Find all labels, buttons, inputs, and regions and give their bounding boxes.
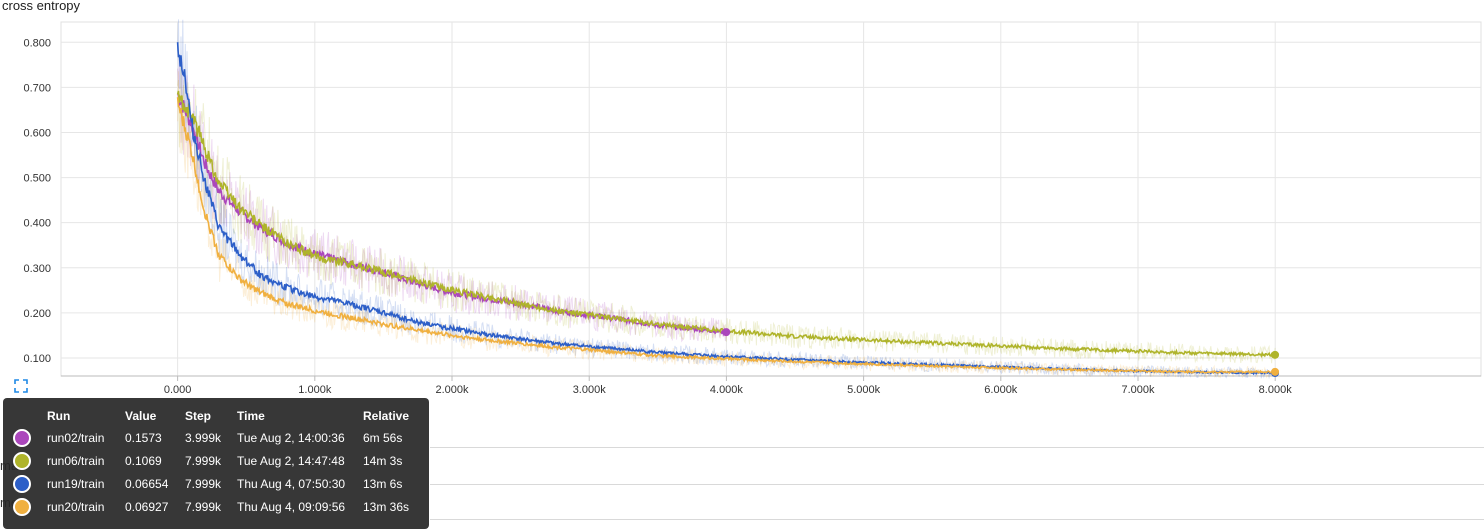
y-tick-label: 0.200 [23,308,51,320]
divider-line [430,519,1484,520]
tooltip-header-relative: Relative [363,409,410,423]
y-tick-label: 0.300 [23,263,51,275]
x-tick-label: 5.000k [847,384,881,396]
tooltip-step: 7.999k [185,476,222,491]
tooltip-time: Thu Aug 4, 07:50:30 [237,476,346,491]
x-tick-label: 6.000k [984,384,1018,396]
tooltip-time: Tue Aug 2, 14:00:36 [237,430,345,445]
tooltip-step: 7.999k [185,499,222,514]
tooltip-step: 7.999k [185,453,222,468]
plot-frame [60,21,1482,377]
y-tick-label: 0.600 [23,127,51,139]
tooltip-header-step: Step [185,409,212,423]
tooltip-run: run19/train [47,476,105,491]
tooltip-header-value: Value [125,409,157,423]
raw-series-group [177,19,1276,380]
x-tick-label: 8.000k [1259,384,1293,396]
y-tick-label: 0.800 [23,37,51,49]
tooltip-value: 0.1573 [125,430,162,445]
divider-line [430,484,1484,485]
tooltip-header-run: Run [47,409,71,423]
tooltip-swatch-cell [13,449,47,472]
run-color-swatch [13,497,31,516]
hover-tooltip: Run Value Step Time Relative run02/train… [3,398,429,529]
tooltip-table: Run Value Step Time Relative run02/train… [13,406,417,518]
x-tick-label: 0.000 [164,384,192,396]
smoothed-series-group [176,42,1276,376]
tooltip-run: run20/train [47,499,105,514]
tooltip-time: Tue Aug 2, 14:47:48 [237,453,345,468]
tooltip-header-time: Time [237,409,265,423]
tooltip-row: run19/train 0.06654 7.999k Thu Aug 4, 07… [13,472,417,495]
tooltip-swatch-cell [13,495,47,518]
tooltip-run: run06/train [47,453,105,468]
tooltip-step: 3.999k [185,430,222,445]
run-color-swatch [13,474,31,493]
tooltip-swatch-cell [13,472,47,495]
raw-series-line [177,56,1276,364]
y-tick-label: 0.100 [23,353,51,365]
tooltip-value: 0.1069 [125,453,162,468]
series-line [176,97,1276,375]
tooltip-row: run20/train 0.06927 7.999k Thu Aug 4, 09… [13,495,417,518]
series-end-point [1271,367,1280,376]
y-tick-label: 0.400 [23,218,51,230]
series-end-point [1271,350,1280,359]
chart-title: cross entropy [2,0,81,13]
tooltip-value: 0.06654 [125,476,169,491]
expand-icon[interactable] [14,379,28,393]
chart-plot: 0.100 0.200 0.300 0.400 0.500 0.600 0.700 0.800… [23,19,1482,396]
x-tick-label: 7.000k [1121,384,1155,396]
tooltip-relative: 6m 56s [363,430,403,445]
raw-series-line [177,19,1276,380]
tooltip-swatch-cell [13,426,47,449]
tooltip-swatch-header [13,406,47,426]
y-tick-label: 0.700 [23,82,51,94]
tooltip-header-row: Run Value Step Time Relative [13,406,417,426]
tooltip-run: run02/train [47,430,105,445]
x-tick-label: 3.000k [573,384,607,396]
run-color-swatch [13,451,31,470]
tooltip-value: 0.06927 [125,499,169,514]
series-end-point [722,328,731,337]
x-tick-label: 2.000k [435,384,469,396]
run-color-swatch [13,428,31,447]
y-tick-label: 0.500 [23,173,51,185]
x-tick-label: 1.000k [298,384,332,396]
tooltip-row: run02/train 0.1573 3.999k Tue Aug 2, 14:… [13,426,417,449]
raw-series-line [177,55,727,343]
tooltip-relative: 13m 36s [363,499,410,514]
tooltip-time: Thu Aug 4, 09:09:56 [237,499,346,514]
tooltip-relative: 14m 3s [363,453,403,468]
tooltip-relative: 13m 6s [363,476,403,491]
x-tick-label: 4.000k [710,384,744,396]
tooltip-row: run06/train 0.1069 7.999k Tue Aug 2, 14:… [13,449,417,472]
raw-series-line [177,71,1276,379]
divider-line [430,447,1484,448]
